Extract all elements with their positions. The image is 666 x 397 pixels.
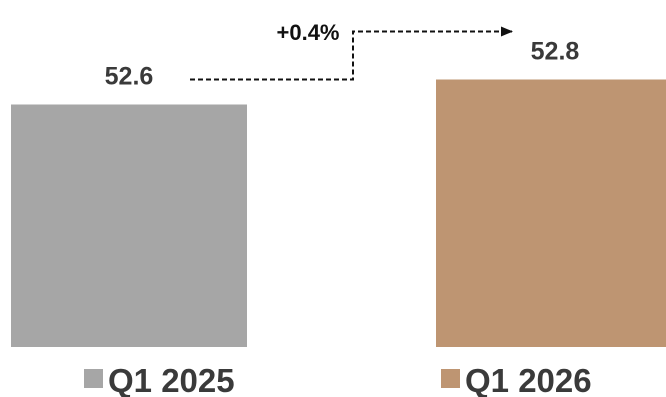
value-label-q1-2025: 52.6 xyxy=(105,63,154,91)
legend-swatch-q1-2025 xyxy=(84,369,103,388)
change-percent-label: +0.4% xyxy=(277,20,340,45)
category-label-q1-2026: Q1 2026 xyxy=(465,362,592,397)
category-label-q1-2025: Q1 2025 xyxy=(108,362,235,397)
legend-swatch-q1-2026 xyxy=(441,369,460,388)
change-arrow xyxy=(190,26,513,81)
bar-q1-2026 xyxy=(436,79,666,347)
bar-q1-2025 xyxy=(11,104,247,347)
value-label-q1-2026: 52.8 xyxy=(531,38,580,66)
